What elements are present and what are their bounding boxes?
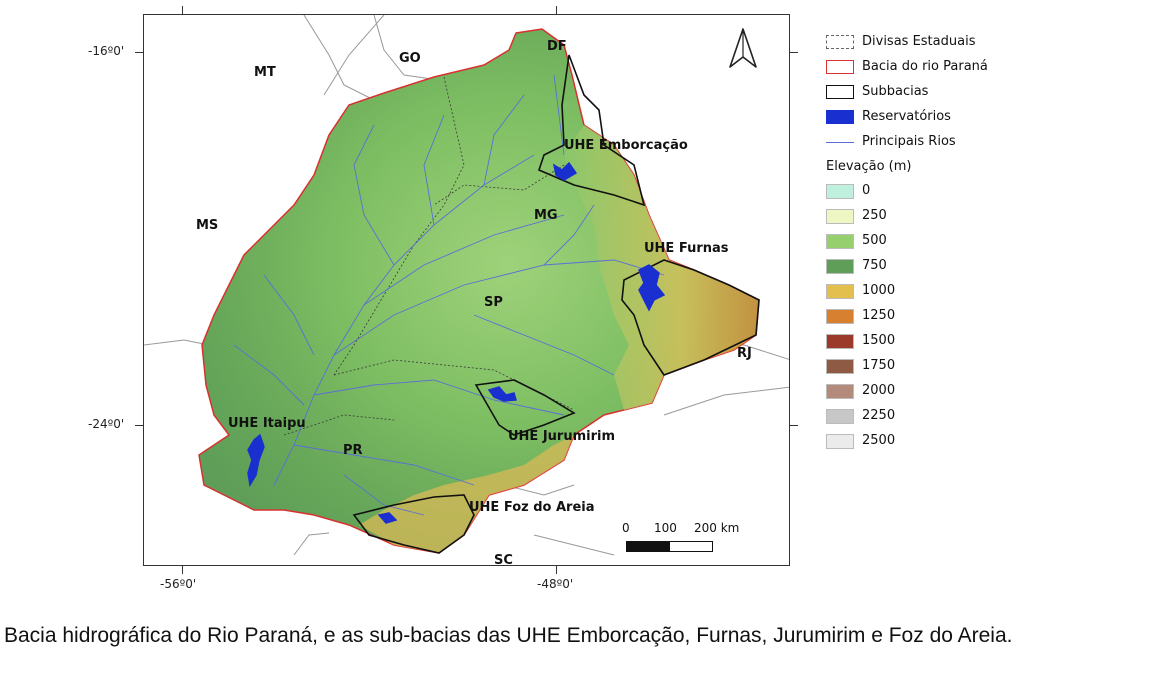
- state-label-rj: RJ: [737, 346, 752, 361]
- subbasin-jurumirim: [474, 379, 576, 436]
- elevation-title: Elevação (m): [826, 159, 912, 174]
- legend-label: Bacia do rio Paraná: [862, 59, 988, 74]
- tick-lat-24-right: [790, 425, 798, 426]
- legend-label: Principais Rios: [862, 134, 956, 149]
- red-outline-icon: [826, 60, 854, 74]
- elevation-swatch: [826, 384, 854, 399]
- state-label-go: GO: [399, 51, 421, 66]
- elevation-label: 1000: [862, 283, 896, 298]
- state-label-pr: PR: [343, 443, 363, 458]
- legend-label: Divisas Estaduais: [862, 34, 976, 49]
- highlands-east: [564, 125, 759, 410]
- elevation-swatch: [826, 434, 854, 449]
- elevation-item: 750: [826, 256, 1026, 281]
- plant-label-itaipu: UHE Itaipu: [228, 416, 306, 431]
- elevation-swatch: [826, 234, 854, 249]
- elevation-label: 1250: [862, 308, 896, 323]
- plant-label-emborcacao: UHE Emborcação: [564, 138, 688, 153]
- elevation-swatch: [826, 284, 854, 299]
- elevation-item: 2500: [826, 431, 1026, 456]
- elevation-item: 1500: [826, 331, 1026, 356]
- tick-lon-56-top: [182, 6, 183, 14]
- figure-caption: Bacia hidrográfica do Rio Paraná, e as s…: [4, 624, 1013, 647]
- elevation-item: 250: [826, 206, 1026, 231]
- state-label-sp: SP: [484, 295, 503, 310]
- river-line-icon: [826, 142, 854, 143]
- elevation-swatch: [826, 259, 854, 274]
- elevation-swatch: [826, 334, 854, 349]
- elevation-swatch: [826, 359, 854, 374]
- state-label-mg: MG: [534, 208, 558, 223]
- elevation-item: 2250: [826, 406, 1026, 431]
- elevation-item: 1750: [826, 356, 1026, 381]
- legend-label: Subbacias: [862, 84, 929, 99]
- state-label-df: DF: [547, 39, 567, 54]
- scale-bar: 0 100 200 km: [622, 521, 742, 561]
- state-label-sc: SC: [494, 553, 513, 566]
- legend-label: Reservatórios: [862, 109, 951, 124]
- legend-item-rivers: Principais Rios: [826, 132, 1026, 157]
- tick-lon-48-top: [556, 6, 557, 14]
- elevation-swatch: [826, 209, 854, 224]
- highlands-south: [359, 435, 574, 553]
- blue-fill-icon: [826, 110, 854, 124]
- rivers: [233, 74, 665, 516]
- map-frame: MT GO DF MS MG SP RJ PR SC UHE Emborcaçã…: [143, 14, 790, 566]
- dashed-border-icon: [826, 35, 854, 49]
- elevation-item: 2000: [826, 381, 1026, 406]
- elevation-label: 1500: [862, 333, 896, 348]
- tick-lat-16: [135, 52, 143, 53]
- elevation-item: 1000: [826, 281, 1026, 306]
- legend-item-reservoirs: Reservatórios: [826, 107, 1026, 132]
- elevation-swatch: [826, 309, 854, 324]
- plant-label-foz-do-areia: UHE Foz do Areia: [469, 500, 595, 515]
- tick-lon-48: [556, 566, 557, 574]
- tick-lat-16-right: [790, 52, 798, 53]
- legend-item-state-divisions: Divisas Estaduais: [826, 32, 1026, 57]
- elevation-label: 2500: [862, 433, 896, 448]
- black-outline-icon: [826, 85, 854, 99]
- elevation-item: 1250: [826, 306, 1026, 331]
- elevation-label: 500: [862, 233, 887, 248]
- elevation-swatch: [826, 409, 854, 424]
- subbasin-furnas: [621, 259, 760, 376]
- elevation-item: 0: [826, 181, 1026, 206]
- subbasins: [352, 54, 760, 554]
- elevation-label: 2250: [862, 408, 896, 423]
- lon-label-56: -56º0': [160, 577, 197, 591]
- plant-label-furnas: UHE Furnas: [644, 241, 729, 256]
- legend-item-subbasins: Subbacias: [826, 82, 1026, 107]
- tick-lon-56: [182, 566, 183, 574]
- plant-label-jurumirim: UHE Jurumirim: [508, 429, 616, 444]
- scale-segment-black: [626, 541, 670, 552]
- elevation-label: 250: [862, 208, 887, 223]
- basin-map: [144, 15, 789, 556]
- tick-lat-24: [135, 425, 143, 426]
- legend-item-basin: Bacia do rio Paraná: [826, 57, 1026, 82]
- north-arrow-icon: [729, 28, 757, 68]
- subbasin-emborcacao: [538, 54, 646, 207]
- scale-segment-white: [669, 541, 713, 552]
- elevation-label: 1750: [862, 358, 896, 373]
- elevation-label: 2000: [862, 383, 896, 398]
- state-label-mt: MT: [254, 65, 276, 80]
- lat-label-16: -16º0': [88, 44, 125, 58]
- scale-label-100: 100: [654, 521, 677, 535]
- scale-label-200: 200 km: [694, 521, 740, 535]
- map-legend: Divisas Estaduais Bacia do rio Paraná Su…: [826, 32, 1026, 456]
- elevation-label: 750: [862, 258, 887, 273]
- elevation-swatch: [826, 184, 854, 199]
- elevation-scale: 0 250 500 750 1000 1250 1500 1750 2000 2250 2500: [826, 181, 1026, 456]
- state-label-ms: MS: [196, 218, 219, 233]
- subbasin-foz-do-areia: [352, 494, 475, 554]
- reservoirs: [247, 161, 666, 524]
- lat-label-24: -24º0': [88, 417, 125, 431]
- elevation-label: 0: [862, 183, 871, 198]
- lon-label-48: -48º0': [537, 577, 574, 591]
- scale-label-0: 0: [622, 521, 630, 535]
- elevation-item: 500: [826, 231, 1026, 256]
